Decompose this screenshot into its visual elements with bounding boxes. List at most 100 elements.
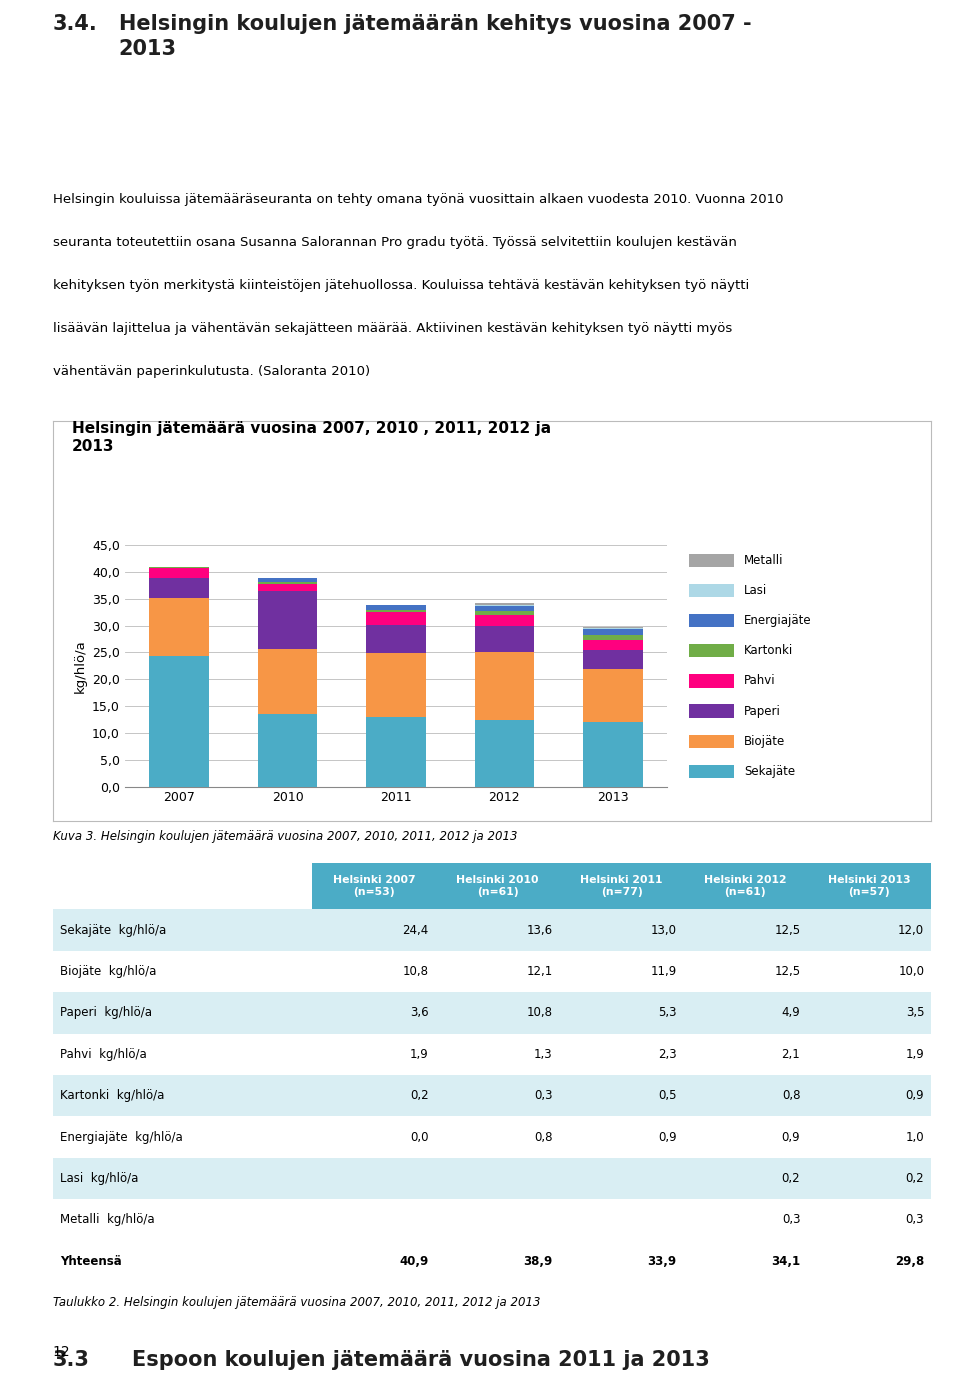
- FancyBboxPatch shape: [684, 1158, 807, 1199]
- Text: 24,4: 24,4: [402, 923, 429, 937]
- FancyBboxPatch shape: [807, 862, 931, 909]
- FancyBboxPatch shape: [312, 1075, 436, 1116]
- FancyBboxPatch shape: [436, 1241, 560, 1282]
- Bar: [583, 627, 642, 628]
- Text: Kartonki  kg/hlö/a: Kartonki kg/hlö/a: [60, 1089, 164, 1103]
- Bar: [583, 650, 642, 668]
- Bar: [258, 578, 318, 582]
- Text: 3.4.: 3.4.: [53, 14, 98, 33]
- Text: Biojäte  kg/hlö/a: Biojäte kg/hlö/a: [60, 965, 156, 978]
- Bar: [583, 722, 642, 787]
- Text: Helsinki 2012
(n=61): Helsinki 2012 (n=61): [704, 875, 787, 897]
- Text: Helsingin kouluissa jätemääräseuranta on tehty omana työnä vuosittain alkaen vuo: Helsingin kouluissa jätemääräseuranta on…: [53, 193, 783, 206]
- Text: 1,9: 1,9: [410, 1047, 429, 1061]
- FancyBboxPatch shape: [436, 951, 560, 992]
- FancyBboxPatch shape: [53, 1034, 312, 1075]
- FancyBboxPatch shape: [684, 1116, 807, 1158]
- Text: Paperi  kg/hlö/a: Paperi kg/hlö/a: [60, 1006, 152, 1020]
- FancyBboxPatch shape: [689, 644, 734, 657]
- FancyBboxPatch shape: [689, 614, 734, 627]
- Text: 0,2: 0,2: [410, 1089, 429, 1103]
- Text: Sekajäte  kg/hlö/a: Sekajäte kg/hlö/a: [60, 923, 166, 937]
- Text: 1,9: 1,9: [905, 1047, 924, 1061]
- FancyBboxPatch shape: [684, 951, 807, 992]
- Text: 0,8: 0,8: [781, 1089, 801, 1103]
- FancyBboxPatch shape: [560, 1241, 684, 1282]
- FancyBboxPatch shape: [436, 992, 560, 1034]
- Text: Metalli: Metalli: [744, 553, 783, 567]
- FancyBboxPatch shape: [807, 1158, 931, 1199]
- FancyBboxPatch shape: [684, 1075, 807, 1116]
- Text: 0,3: 0,3: [905, 1213, 924, 1227]
- FancyBboxPatch shape: [807, 1116, 931, 1158]
- FancyBboxPatch shape: [807, 1075, 931, 1116]
- FancyBboxPatch shape: [689, 553, 734, 567]
- FancyBboxPatch shape: [807, 992, 931, 1034]
- FancyBboxPatch shape: [560, 1075, 684, 1116]
- Bar: [150, 578, 209, 598]
- Text: 0,9: 0,9: [781, 1130, 801, 1144]
- Text: 0,8: 0,8: [534, 1130, 553, 1144]
- Text: 40,9: 40,9: [399, 1254, 429, 1268]
- FancyBboxPatch shape: [312, 1199, 436, 1241]
- FancyBboxPatch shape: [807, 1241, 931, 1282]
- Text: 2,3: 2,3: [658, 1047, 677, 1061]
- Text: 2,1: 2,1: [781, 1047, 801, 1061]
- Text: 12,5: 12,5: [774, 965, 801, 978]
- Bar: [583, 629, 642, 635]
- FancyBboxPatch shape: [807, 909, 931, 951]
- Text: Espoon koulujen jätemäärä vuosina 2011 ja 2013: Espoon koulujen jätemäärä vuosina 2011 j…: [132, 1350, 709, 1369]
- FancyBboxPatch shape: [560, 1158, 684, 1199]
- Text: 4,9: 4,9: [781, 1006, 801, 1020]
- Text: 3,5: 3,5: [905, 1006, 924, 1020]
- Bar: [366, 716, 426, 787]
- Text: 10,8: 10,8: [527, 1006, 553, 1020]
- Bar: [474, 603, 534, 604]
- Text: 0,3: 0,3: [534, 1089, 553, 1103]
- FancyBboxPatch shape: [53, 992, 312, 1034]
- FancyBboxPatch shape: [560, 1116, 684, 1158]
- Text: Energiajäte: Energiajäte: [744, 614, 811, 627]
- FancyBboxPatch shape: [312, 1034, 436, 1075]
- FancyBboxPatch shape: [312, 1116, 436, 1158]
- FancyBboxPatch shape: [684, 992, 807, 1034]
- FancyBboxPatch shape: [312, 909, 436, 951]
- FancyBboxPatch shape: [53, 862, 312, 909]
- Text: 10,8: 10,8: [403, 965, 429, 978]
- Text: Lasi: Lasi: [744, 584, 767, 598]
- Text: 3.3: 3.3: [53, 1350, 89, 1369]
- Text: Yhteensä: Yhteensä: [60, 1254, 122, 1268]
- Text: Helsingin jätemäärä vuosina 2007, 2010 , 2011, 2012 ja
2013: Helsingin jätemäärä vuosina 2007, 2010 ,…: [72, 421, 551, 454]
- FancyBboxPatch shape: [560, 951, 684, 992]
- Bar: [474, 615, 534, 627]
- Text: kehityksen työn merkitystä kiinteistöjen jätehuollossa. Kouluissa tehtävä kestäv: kehityksen työn merkitystä kiinteistöjen…: [53, 279, 749, 293]
- FancyBboxPatch shape: [312, 951, 436, 992]
- Text: Sekajäte: Sekajäte: [744, 765, 795, 778]
- FancyBboxPatch shape: [684, 1034, 807, 1075]
- FancyBboxPatch shape: [560, 862, 684, 909]
- FancyBboxPatch shape: [53, 951, 312, 992]
- Text: 29,8: 29,8: [895, 1254, 924, 1268]
- Bar: [258, 584, 318, 591]
- Text: Helsinki 2010
(n=61): Helsinki 2010 (n=61): [456, 875, 539, 897]
- Text: lisäävän lajittelua ja vähentävän sekajätteen määrää. Aktiivinen kestävän kehity: lisäävän lajittelua ja vähentävän sekajä…: [53, 323, 732, 335]
- Text: 12,0: 12,0: [898, 923, 924, 937]
- Bar: [258, 591, 318, 649]
- FancyBboxPatch shape: [436, 1158, 560, 1199]
- Bar: [474, 627, 534, 653]
- FancyBboxPatch shape: [436, 1116, 560, 1158]
- Bar: [366, 625, 426, 653]
- Bar: [474, 719, 534, 787]
- Text: 38,9: 38,9: [523, 1254, 553, 1268]
- Bar: [150, 656, 209, 787]
- Text: 0,5: 0,5: [658, 1089, 677, 1103]
- FancyBboxPatch shape: [436, 1034, 560, 1075]
- Text: 33,9: 33,9: [647, 1254, 677, 1268]
- FancyBboxPatch shape: [807, 1199, 931, 1241]
- Text: 34,1: 34,1: [771, 1254, 801, 1268]
- Bar: [583, 635, 642, 639]
- FancyBboxPatch shape: [53, 909, 312, 951]
- FancyBboxPatch shape: [312, 992, 436, 1034]
- Text: 1,3: 1,3: [534, 1047, 553, 1061]
- FancyBboxPatch shape: [436, 909, 560, 951]
